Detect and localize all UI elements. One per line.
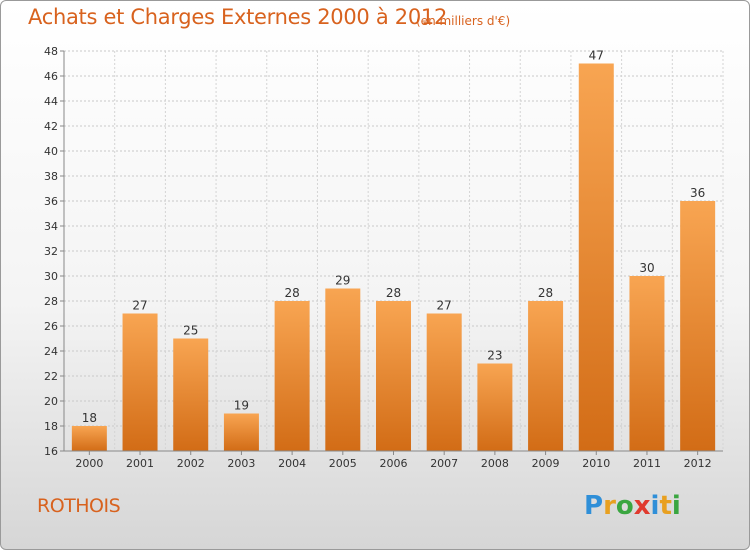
bar[interactable] [680,201,716,451]
y-tick-label: 22 [44,370,58,383]
bar-value-label: 23 [487,349,502,363]
x-tick-label: 2010 [582,457,610,470]
commune-name: ROTHOIS [37,495,121,517]
bar[interactable] [325,288,361,452]
chart-title: Achats et Charges Externes 2000 à 2012 [28,5,448,29]
bar[interactable] [223,413,259,452]
x-tick-label: 2002 [177,457,205,470]
x-tick-label: 2001 [126,457,154,470]
x-tick-label: 2008 [481,457,509,470]
bar[interactable] [274,301,310,451]
y-tick-label: 26 [44,320,58,333]
logo-letter: r [603,491,616,521]
bar[interactable] [173,338,209,452]
y-tick-label: 16 [44,445,58,458]
y-tick-label: 36 [44,195,58,208]
y-tick-label: 32 [44,245,58,258]
y-tick-label: 20 [44,395,58,408]
bar-value-label: 18 [82,411,97,425]
y-tick-label: 40 [44,145,58,158]
x-tick-label: 2011 [633,457,661,470]
logo-letter: t [659,491,672,521]
logo-letter: P [584,491,604,521]
logo-letter: i [650,491,660,521]
x-tick-label: 2000 [75,457,103,470]
bar[interactable] [578,63,614,452]
bar[interactable] [528,301,564,451]
x-tick-label: 2007 [430,457,458,470]
bar[interactable] [477,363,513,452]
logo-letter: i [671,491,681,521]
y-tick-label: 44 [44,95,58,108]
bar[interactable] [71,426,107,451]
axes: 16 18 20 22 24 26 28 30 32 34 36 38 40 42 44 46 48 2000 20… [44,45,723,470]
bar-value-label: 47 [589,49,604,63]
bars: 18 27 25 19 28 29 28 27 23 28 47 30 36 [71,49,716,452]
bar-value-label: 28 [284,286,299,300]
bar-value-label: 36 [690,186,705,200]
x-tick-label: 2003 [227,457,255,470]
bar-value-label: 28 [386,286,401,300]
y-tick-label: 30 [44,270,58,283]
x-tick-label: 2009 [532,457,560,470]
bar-value-label: 30 [639,261,654,275]
y-tick-label: 48 [44,45,58,58]
bar-value-label: 25 [183,324,198,338]
y-tick-label: 38 [44,170,58,183]
y-tick-label: 34 [44,220,58,233]
x-tick-label: 2006 [380,457,408,470]
bar[interactable] [629,276,665,451]
bar-value-label: 29 [335,274,350,288]
y-tick-label: 46 [44,70,58,83]
bar-value-label: 27 [437,299,452,313]
x-tick-label: 2004 [278,457,306,470]
logo-letter: o [615,491,634,521]
bar-value-label: 19 [234,399,249,413]
bar-value-label: 27 [132,299,147,313]
y-tick-label: 18 [44,420,58,433]
bar-value-label: 28 [538,286,553,300]
bar[interactable] [376,301,411,451]
bar[interactable] [122,313,158,452]
y-tick-label: 28 [44,295,58,308]
chart-unit: (en milliers d'€) [416,14,511,28]
x-tick-label: 2005 [329,457,357,470]
y-tick-label: 42 [44,120,58,133]
x-tick-label: 2012 [684,457,712,470]
logo-letter: x [633,491,651,521]
proxiti-logo[interactable]: Proxiti [584,491,681,521]
y-tick-label: 24 [44,345,58,358]
bar[interactable] [426,313,462,452]
